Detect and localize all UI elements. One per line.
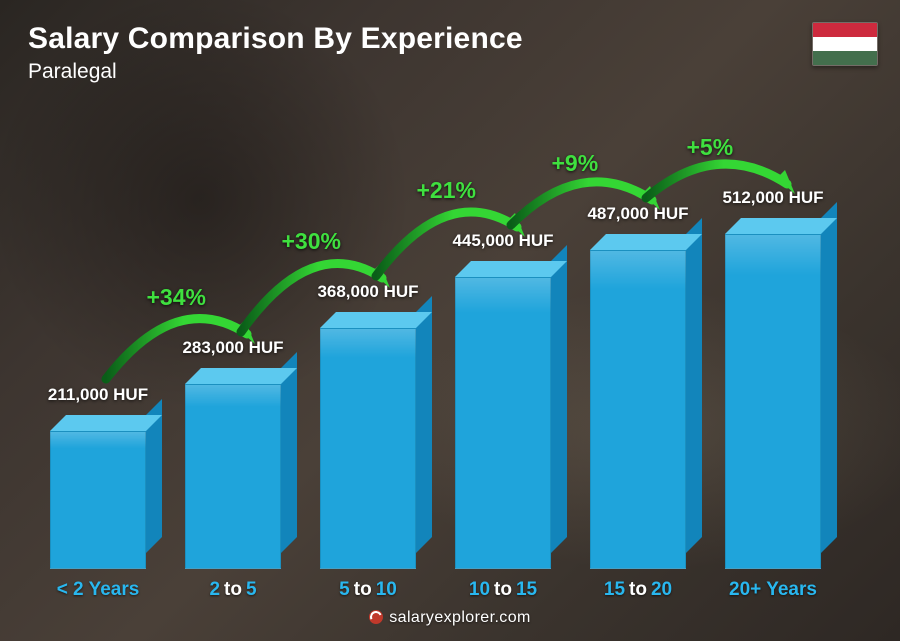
bar: 283,000 HUF2to5: [185, 368, 281, 569]
bar-top: [185, 368, 297, 384]
bar-front: [725, 234, 821, 569]
bar-front: [590, 250, 686, 569]
bar-top: [320, 312, 432, 328]
bar-front: [50, 431, 146, 569]
bar: 445,000 HUF10to15: [455, 261, 551, 569]
footer-text: salaryexplorer.com: [389, 609, 530, 626]
bar-top: [455, 261, 567, 277]
flag-stripe-2: [813, 37, 877, 51]
chart-title: Salary Comparison By Experience: [28, 22, 523, 56]
pct-increase-label: +30%: [282, 228, 341, 255]
bar-side: [281, 352, 297, 553]
bar-top: [50, 415, 162, 431]
infographic-stage: Salary Comparison By Experience Paralega…: [0, 0, 900, 641]
pct-increase-label: +21%: [417, 177, 476, 204]
title-block: Salary Comparison By Experience Paralega…: [28, 22, 523, 84]
bar-value-label: 445,000 HUF: [407, 231, 599, 251]
bar-front: [320, 328, 416, 569]
bar-value-label: 283,000 HUF: [137, 338, 329, 358]
flag-stripe-3: [813, 51, 877, 65]
bar-category-label: 20+ Years: [677, 579, 869, 601]
pct-increase-label: +5%: [687, 134, 734, 161]
bar-value-label: 211,000 HUF: [2, 385, 194, 405]
bar-side: [821, 202, 837, 553]
footer: salaryexplorer.com: [0, 609, 900, 627]
bar-chart: 211,000 HUF< 2 Years 283,000 HUF2to5 368,0…: [30, 110, 840, 569]
bar: 211,000 HUF< 2 Years: [50, 415, 146, 569]
bar: 368,000 HUF5to10: [320, 312, 416, 569]
bar-side: [416, 296, 432, 553]
bar-value-label: 368,000 HUF: [272, 282, 464, 302]
logo-icon: [369, 610, 383, 624]
bar-side: [686, 218, 702, 553]
flag-stripe-1: [813, 23, 877, 37]
bar-top: [590, 234, 702, 250]
bar-side: [551, 245, 567, 553]
chart-subtitle: Paralegal: [28, 60, 523, 84]
pct-increase-label: +9%: [552, 150, 599, 177]
bar: 487,000 HUF15to20: [590, 234, 686, 569]
bar: 512,000 HUF20+ Years: [725, 218, 821, 569]
bar-value-label: 512,000 HUF: [677, 188, 869, 208]
bar-front: [185, 384, 281, 569]
hungary-flag-icon: [812, 22, 878, 66]
bar-top: [725, 218, 837, 234]
pct-increase-label: +34%: [147, 284, 206, 311]
bar-front: [455, 277, 551, 569]
